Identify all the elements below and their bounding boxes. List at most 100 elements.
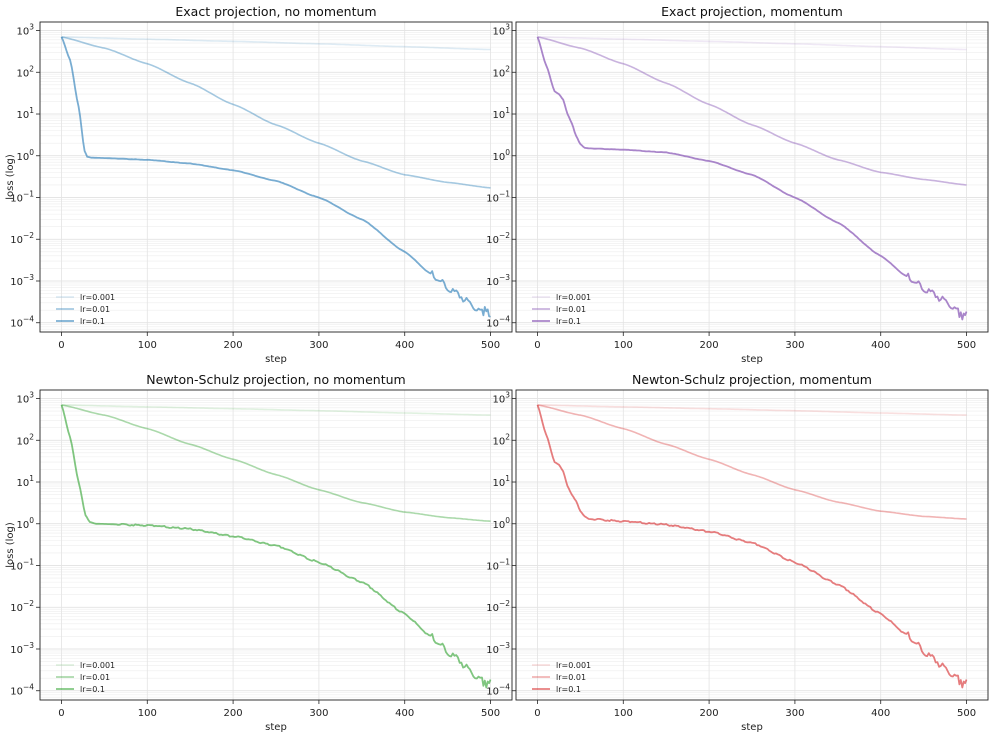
y-tick-label: 103 — [16, 23, 34, 38]
y-tick-label: 101 — [492, 106, 510, 121]
x-tick-label: 500 — [957, 708, 976, 719]
axes-frame — [515, 21, 989, 333]
y-tick-label: 100 — [16, 516, 34, 531]
series-line-lr=0.01 — [537, 36, 967, 186]
legend-label: lr=0.1 — [80, 317, 105, 326]
legend-label: lr=0.001 — [80, 293, 115, 302]
series-line-lr=0.001 — [537, 36, 967, 51]
axes-frame — [39, 389, 513, 701]
series-group — [60, 404, 492, 689]
chart-title: Newton-Schulz projection, momentum — [632, 372, 872, 387]
series-line-lr=0.001 — [61, 404, 491, 416]
legend-label: lr=0.001 — [556, 293, 591, 302]
y-tick-label: 101 — [492, 474, 510, 489]
grid — [516, 22, 988, 333]
x-tick-label: 0 — [534, 340, 540, 351]
legend-label: lr=0.01 — [80, 305, 110, 314]
legend: lr=0.001 lr=0.01 lr=0.1 — [56, 661, 115, 694]
legend: lr=0.001 lr=0.01 lr=0.1 — [532, 293, 591, 326]
x-tick-label: 400 — [395, 708, 414, 719]
grid — [40, 22, 512, 333]
grid — [40, 390, 512, 701]
y-tick-label: 10−3 — [486, 273, 510, 288]
y-tick-label: 100 — [492, 516, 510, 531]
series-line-lr=0.001 — [537, 404, 967, 416]
x-tick-label: 400 — [395, 340, 414, 351]
y-tick-label: 10−4 — [10, 315, 34, 330]
series-group — [536, 404, 968, 689]
y-tick-label: 10−4 — [486, 683, 510, 698]
series-line-lr=0.01 — [537, 404, 967, 520]
x-tick-label: 400 — [871, 708, 890, 719]
y-tick-label: 101 — [16, 106, 34, 121]
legend-label: lr=0.1 — [556, 317, 581, 326]
x-tick-label: 200 — [224, 340, 243, 351]
y-tick-label: 10−2 — [10, 231, 34, 246]
y-tick-label: 103 — [16, 391, 34, 406]
y-tick-label: 102 — [16, 432, 34, 447]
y-tick-label: 10−3 — [10, 641, 34, 656]
x-tick-label: 200 — [700, 340, 719, 351]
series-line-lr=0.1 — [536, 36, 968, 321]
x-tick-label: 400 — [871, 340, 890, 351]
legend-label: lr=0.001 — [556, 661, 591, 670]
legend-label: lr=0.01 — [556, 673, 586, 682]
legend-label: lr=0.1 — [80, 685, 105, 694]
y-tick-label: 100 — [16, 148, 34, 163]
series-line-lr=0.01 — [61, 36, 491, 189]
panel-2: 0 100 200 300 400 500 10−4 10−3 10−2 10−1 100 101 10… — [486, 4, 989, 365]
y-tick-label: 10−4 — [486, 315, 510, 330]
y-tick-label: 10−2 — [10, 599, 34, 614]
chart-title: Exact projection, no momentum — [175, 4, 376, 19]
y-tick-label: 103 — [492, 23, 510, 38]
x-tick-label: 500 — [481, 708, 500, 719]
x-tick-label: 100 — [614, 340, 633, 351]
y-tick-label: 102 — [492, 432, 510, 447]
y-axis-label: loss (log) — [5, 154, 16, 200]
y-tick-label: 100 — [492, 148, 510, 163]
x-tick-label: 200 — [224, 708, 243, 719]
x-tick-label: 0 — [58, 340, 64, 351]
y-tick-label: 10−1 — [486, 190, 510, 205]
x-tick-label: 300 — [309, 708, 328, 719]
y-axis-label: loss (log) — [5, 522, 16, 568]
y-tick-label: 10−1 — [10, 558, 34, 573]
y-tick-label: 102 — [492, 64, 510, 79]
legend-label: lr=0.01 — [556, 305, 586, 314]
x-axis-label: step — [741, 722, 763, 733]
chart-title: Exact projection, momentum — [661, 4, 843, 19]
legend-label: lr=0.001 — [80, 661, 115, 670]
x-tick-label: 0 — [58, 708, 64, 719]
x-tick-label: 200 — [700, 708, 719, 719]
y-tick-label: 10−3 — [486, 641, 510, 656]
x-tick-label: 100 — [138, 340, 157, 351]
legend: lr=0.001 lr=0.01 lr=0.1 — [56, 293, 115, 326]
panel-4: 0 100 200 300 400 500 10−4 10−3 10−2 10−1 100 101 10… — [486, 372, 989, 733]
y-tick-label: 101 — [16, 474, 34, 489]
series-line-lr=0.1 — [536, 404, 968, 689]
y-tick-label: 10−1 — [486, 558, 510, 573]
x-axis-label: step — [265, 354, 287, 365]
grid — [516, 390, 988, 701]
y-tick-label: 102 — [16, 64, 34, 79]
panel-3: 0 100 200 300 400 500 10−4 10−3 10−2 10−1 100 101 10… — [5, 372, 513, 733]
series-group — [536, 36, 968, 321]
x-tick-label: 100 — [614, 708, 633, 719]
chart-title: Newton-Schulz projection, no momentum — [146, 372, 405, 387]
series-line-lr=0.01 — [61, 404, 491, 522]
x-tick-label: 500 — [481, 340, 500, 351]
y-tick-label: 10−2 — [486, 231, 510, 246]
x-axis-label: step — [265, 722, 287, 733]
panel-1: 0 100 200 300 400 500 10−4 10−3 10−2 10−1 100 101 10… — [5, 4, 513, 365]
x-tick-label: 100 — [138, 708, 157, 719]
x-tick-label: 0 — [534, 708, 540, 719]
y-tick-label: 10−1 — [10, 190, 34, 205]
legend-label: lr=0.01 — [80, 673, 110, 682]
axes-frame — [515, 389, 989, 701]
x-tick-label: 500 — [957, 340, 976, 351]
y-tick-label: 10−2 — [486, 599, 510, 614]
x-tick-label: 300 — [785, 340, 804, 351]
x-axis-label: step — [741, 354, 763, 365]
series-group — [60, 36, 491, 318]
series-line-lr=0.001 — [61, 36, 491, 51]
